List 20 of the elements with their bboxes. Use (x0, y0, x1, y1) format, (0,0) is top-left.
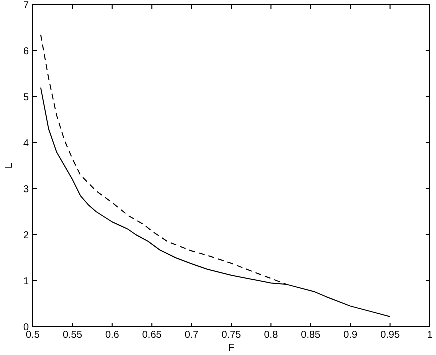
y-tick-label: 2 (23, 230, 30, 242)
x-tick-label: 0.9 (344, 330, 358, 341)
x-tick-label: 0.7 (184, 330, 200, 341)
x-tick-label: 0.5 (26, 330, 40, 341)
y-tick-label: 1 (23, 276, 30, 288)
x-tick-label: 0.55 (62, 330, 83, 341)
x-tick-label: 1 (427, 330, 434, 341)
x-tick-label: 0.95 (380, 330, 400, 341)
x-tick-label: 0.6 (105, 330, 120, 341)
x-tick-label: 0.8 (264, 330, 279, 341)
y-tick-label: 5 (23, 92, 30, 104)
x-tick-label: 0.85 (301, 330, 322, 341)
x-axis-title: F (228, 343, 235, 354)
y-tick-label: 3 (23, 184, 30, 196)
y-tick-label: 7 (23, 0, 30, 12)
y-axis-title: L (4, 162, 15, 169)
y-tick-label: 6 (23, 46, 30, 58)
x-tick-label: 0.75 (222, 330, 242, 341)
x-tick-label: 0.65 (142, 330, 162, 341)
y-tick-label: 4 (23, 138, 30, 150)
